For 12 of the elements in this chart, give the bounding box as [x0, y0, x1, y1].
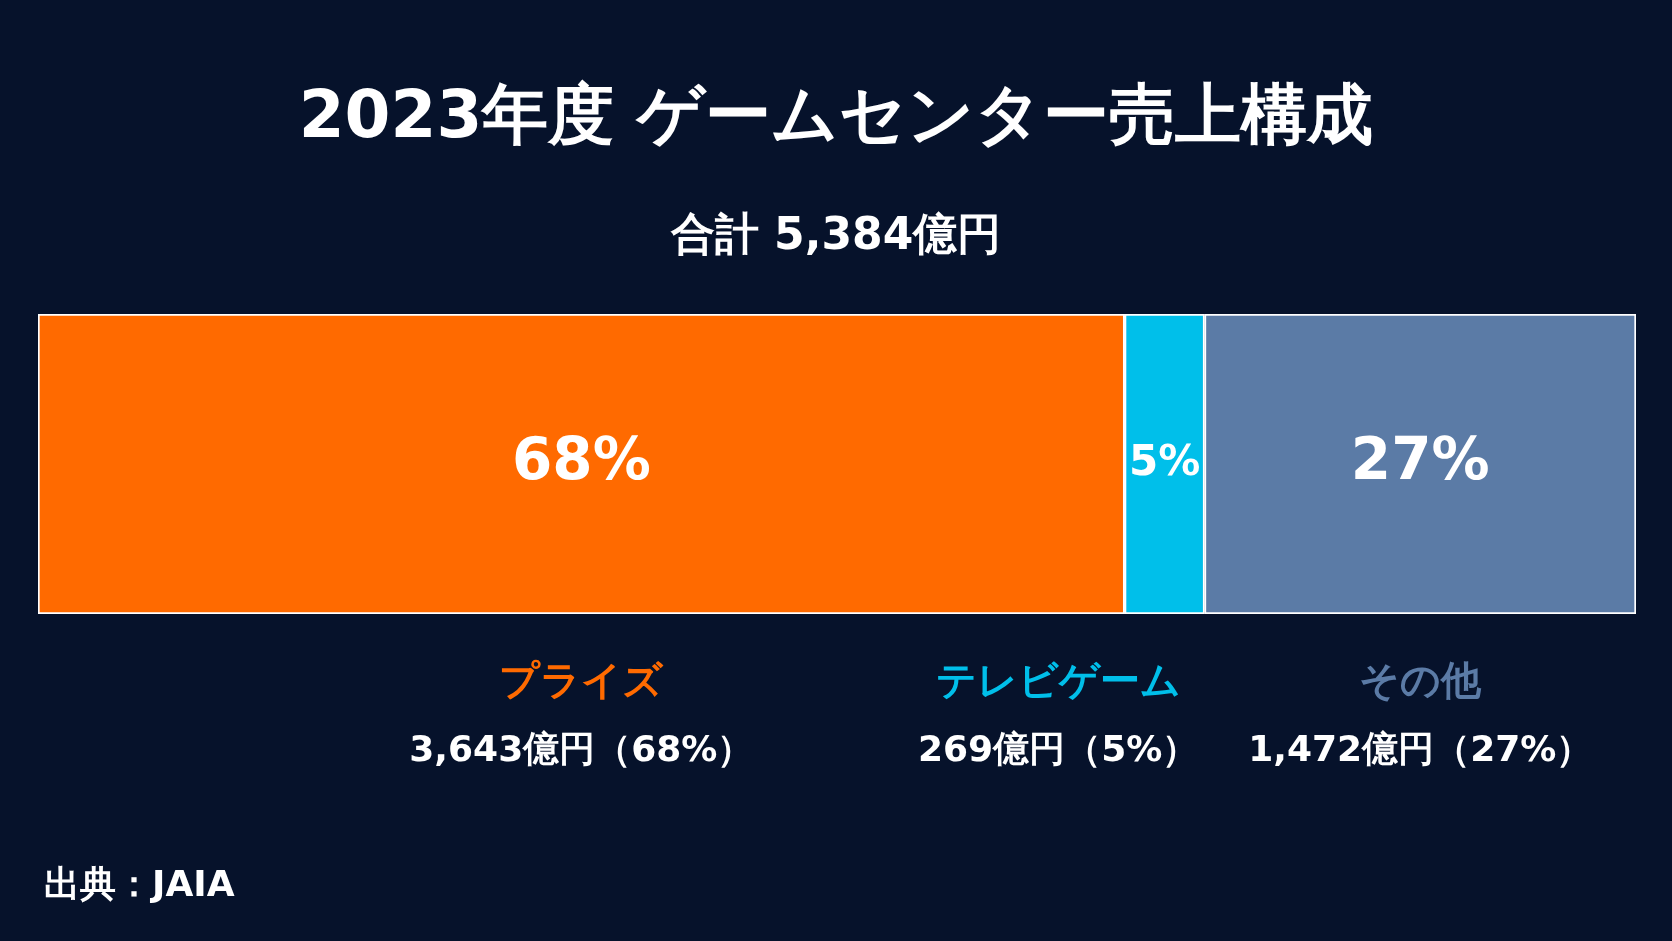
- data-label: 68%: [511, 425, 651, 494]
- chart-title: 2023年度 ゲームセンター売上構成: [297, 75, 1375, 155]
- text: 3,643億円（68%）: [409, 728, 754, 770]
- data-label: 5%: [1128, 435, 1201, 485]
- series-label: テレビゲーム: [935, 657, 1181, 704]
- series-label: その他: [1359, 657, 1483, 704]
- series-label: プライズ: [499, 657, 665, 704]
- source-note: 出典：JAIA: [44, 862, 235, 906]
- text: 269億円（5%）: [917, 728, 1199, 770]
- data-label: 27%: [1350, 425, 1490, 494]
- chart-subtitle: 合計 5,384億円: [669, 207, 1003, 261]
- text: 1,472億円（27%）: [1248, 728, 1593, 770]
